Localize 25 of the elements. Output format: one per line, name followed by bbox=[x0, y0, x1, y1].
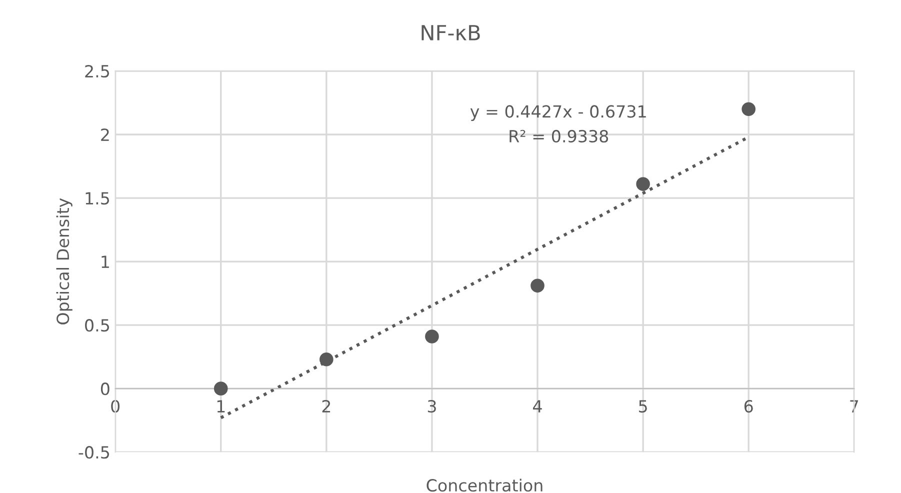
y-tick-label: 0.5 bbox=[85, 319, 110, 332]
x-tick-label: 5 bbox=[639, 400, 647, 413]
x-tick-label: 6 bbox=[744, 400, 753, 413]
y-tick-label: -0.5 bbox=[78, 446, 110, 459]
point bbox=[530, 278, 544, 293]
y-tick-label: 1.5 bbox=[86, 192, 110, 205]
x-tick-label: 4 bbox=[533, 400, 542, 412]
annotation: y = 0.4427x - 0.6731 bbox=[470, 105, 646, 121]
x-tick-label: 2 bbox=[322, 400, 330, 412]
x-tick-label: 0 bbox=[111, 400, 120, 413]
point bbox=[742, 102, 756, 116]
x-tick-label: 1 bbox=[217, 400, 225, 412]
y-tick-label: 2.5 bbox=[85, 64, 110, 78]
y-tick-label: 0 bbox=[100, 382, 110, 396]
point bbox=[636, 177, 650, 191]
point bbox=[320, 352, 334, 366]
y-tick-label: 2 bbox=[101, 128, 109, 141]
x-tick-label: 3 bbox=[428, 400, 436, 413]
chart-title: NF-κB bbox=[422, 25, 480, 40]
x-axis-title: Concentration bbox=[426, 478, 542, 492]
point bbox=[425, 330, 439, 344]
y-tick-label: 1 bbox=[102, 256, 109, 268]
annotation: R² = 0.9338 bbox=[510, 130, 608, 143]
y-axis-title: Optical Density bbox=[56, 198, 72, 324]
point bbox=[214, 382, 228, 396]
